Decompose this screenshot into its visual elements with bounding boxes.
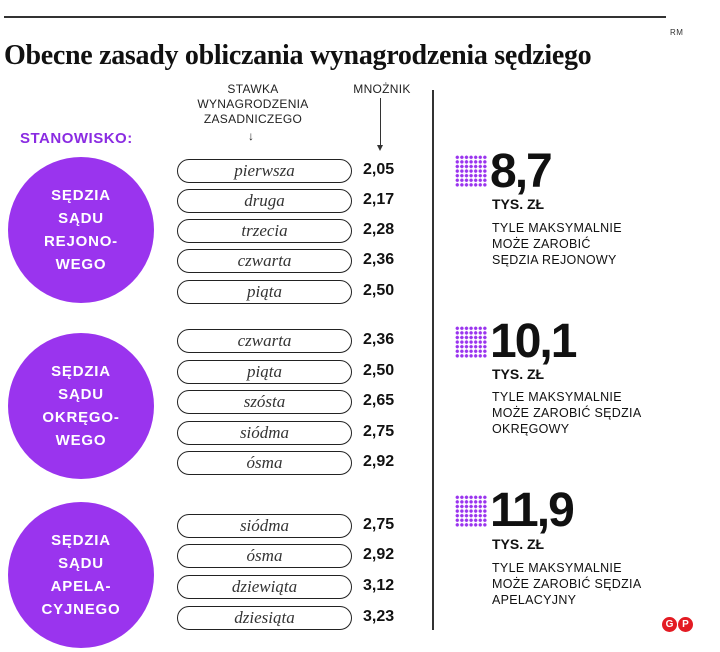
group-circle-district: SĘDZIA SĄDU OKRĘGO- WEGO [8, 333, 154, 479]
page-title: Obecne zasady obliczania wynagrodzenia s… [4, 40, 592, 71]
rate-column-header: STAWKA WYNAGRODZENIA ZASADNICZEGO [197, 82, 309, 126]
rate-pill: ósma [177, 451, 352, 475]
rate-pill: piąta [177, 360, 352, 384]
rate-pill: ósma [177, 544, 352, 568]
group-circle-appellate: SĘDZIA SĄDU APELA- CYJNEGO [8, 502, 154, 648]
rate-pill: dziewiąta [177, 575, 352, 599]
multiplier-value: 2,17 [363, 191, 395, 208]
dot-pattern-icon [455, 155, 487, 187]
multiplier-value: 2,28 [363, 221, 395, 238]
multiplier-value: 2,05 [363, 161, 395, 178]
multiplier-value: 3,23 [363, 608, 395, 625]
dot-pattern-icon [455, 326, 487, 358]
max-salary-value: 10,1 [490, 315, 577, 368]
rate-pill: pierwsza [177, 159, 352, 183]
rate-pill: dziesiąta [177, 606, 352, 630]
multiplier-column-header: MNOŻNIK [353, 82, 411, 96]
rate-pill: siódma [177, 421, 352, 445]
max-salary-description: TYLE MAKSYMALNIE MOŻE ZAROBIĆ SĘDZIA OKR… [492, 390, 642, 436]
multiplier-value: 2,50 [363, 362, 395, 379]
position-label: STANOWISKO: [20, 130, 133, 147]
rate-pill: czwarta [177, 249, 352, 273]
max-salary-description: TYLE MAKSYMALNIE MOŻE ZAROBIĆ SĘDZIA REJ… [492, 221, 622, 267]
multiplier-value: 2,50 [363, 282, 395, 299]
multiplier-value: 2,36 [363, 331, 395, 348]
multiplier-value: 3,12 [363, 577, 395, 594]
rate-pill: piąta [177, 280, 352, 304]
down-arrow-icon: ↓ [248, 129, 254, 143]
credit: RM [670, 28, 684, 37]
rate-pill: trzecia [177, 219, 352, 243]
publisher-logo: G P [662, 617, 693, 632]
multiplier-value: 2,92 [363, 546, 395, 563]
multiplier-value: 2,75 [363, 516, 395, 533]
column-divider [432, 90, 434, 630]
down-arrow-icon [377, 98, 383, 151]
max-salary-value: 11,9 [490, 484, 575, 537]
max-salary-description: TYLE MAKSYMALNIE MOŻE ZAROBIĆ SĘDZIA APE… [492, 561, 642, 607]
multiplier-value: 2,92 [363, 453, 395, 470]
top-rule [4, 16, 666, 18]
max-salary-value: 8,7 [490, 145, 553, 198]
rate-pill: szósta [177, 390, 352, 414]
max-salary-unit: TYS. ZŁ [492, 196, 545, 212]
logo-letter: G [662, 617, 677, 632]
rate-pill: czwarta [177, 329, 352, 353]
rate-pill: siódma [177, 514, 352, 538]
multiplier-value: 2,75 [363, 423, 395, 440]
max-salary-unit: TYS. ZŁ [492, 366, 545, 382]
multiplier-value: 2,36 [363, 251, 395, 268]
max-salary-unit: TYS. ZŁ [492, 536, 545, 552]
logo-letter: P [678, 617, 693, 632]
multiplier-value: 2,65 [363, 392, 395, 409]
group-circle-regional: SĘDZIA SĄDU REJONO- WEGO [8, 157, 154, 303]
dot-pattern-icon [455, 495, 487, 527]
rate-pill: druga [177, 189, 352, 213]
